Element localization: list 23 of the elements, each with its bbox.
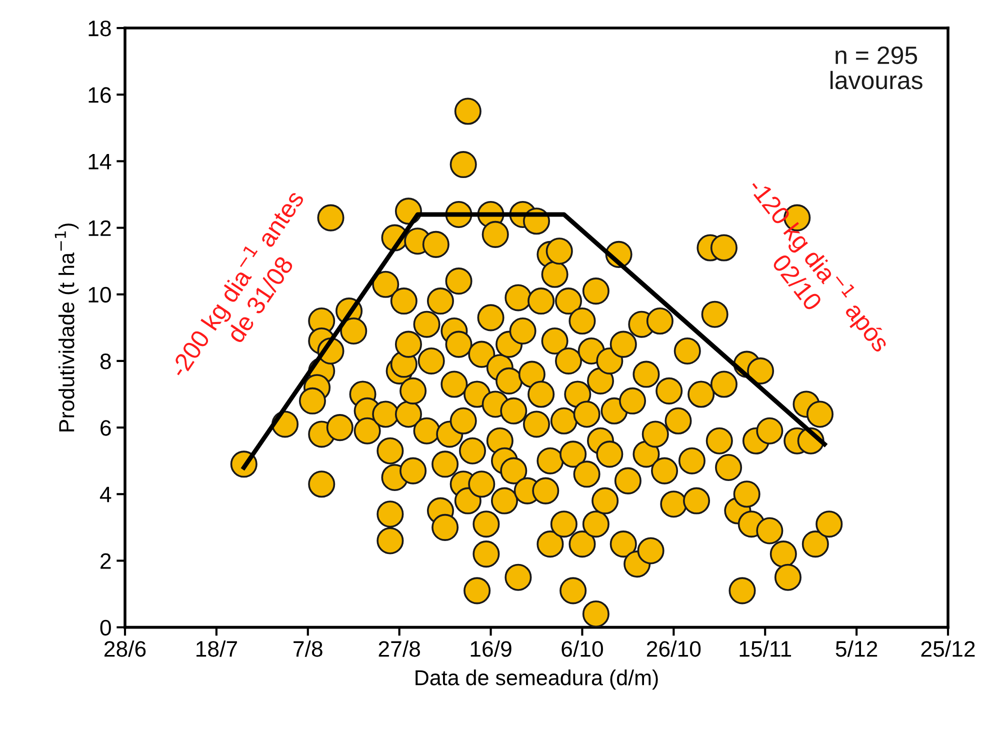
x-axis-title: Data de semeadura (d/m) [416, 670, 658, 690]
x-tick-label: 16/9 [470, 640, 512, 657]
y-tick-label: 16 [88, 87, 111, 103]
x-tick-label: 7/8 [294, 640, 322, 657]
y-tick-label: 12 [88, 220, 111, 236]
x-tick-label: 15/11 [740, 640, 792, 657]
annotation: n = 295 lavouras [830, 46, 922, 90]
x-tick-label: 6/10 [562, 640, 603, 657]
x-tick-label: 27/8 [378, 640, 420, 657]
y-tick-label: 4 [100, 486, 112, 502]
y-tick-label: 0 [100, 620, 111, 636]
x-tick-label: 18/7 [196, 640, 237, 657]
y-tick-label: 18 [88, 20, 111, 36]
y-tick-label: 2 [100, 553, 111, 569]
x-tick-label: 5/12 [836, 640, 878, 657]
y-tick-label: 6 [100, 420, 111, 436]
y-tick-label: 14 [88, 154, 112, 170]
y-tick-label: 10 [88, 286, 111, 303]
x-tick-label: 26/10 [646, 640, 701, 657]
x-tick-label: 28/6 [104, 640, 146, 657]
y-tick-label: 8 [100, 354, 111, 370]
y-axis-title: Produtividade (t ha$^{−1}$) [54, 224, 79, 432]
x-tick-label: 25/12 [921, 640, 975, 657]
